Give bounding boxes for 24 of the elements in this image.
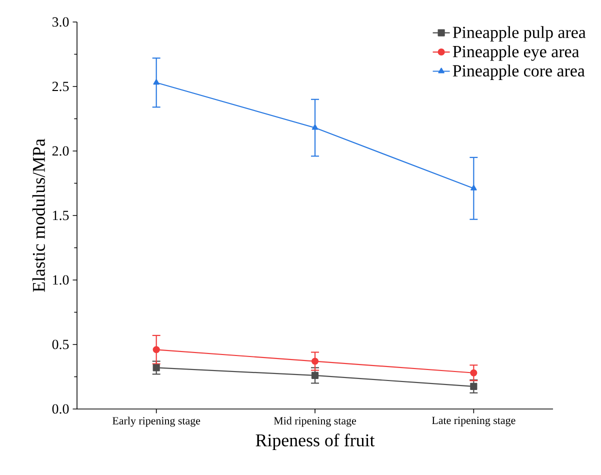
point — [470, 369, 478, 376]
point — [153, 79, 160, 85]
point — [152, 364, 160, 372]
y-tick-label: 2.5 — [52, 82, 69, 92]
legend-label: Pineapple eye area — [452, 45, 580, 61]
x-tick-label: Early ripening stage — [112, 416, 200, 427]
x-tick-label: Mid ripening stage — [274, 416, 356, 427]
y-tick-label: 0.0 — [52, 404, 69, 414]
legend-label: Pineapple core area — [452, 64, 585, 80]
y-tick-label: 1.0 — [53, 275, 69, 285]
y-tick-label: 2.0 — [52, 146, 69, 156]
y-tick-label: 1.5 — [53, 210, 69, 220]
point — [470, 382, 478, 390]
point — [311, 372, 319, 379]
y-axis-title: Elastic modulus/MPa — [32, 138, 45, 292]
x-tick-label: Late ripening stage — [432, 416, 516, 426]
y-tick-label: 0.5 — [52, 340, 69, 350]
y-tick-label: 3.0 — [52, 17, 69, 27]
point — [311, 358, 319, 365]
x-axis-title: Ripeness of fruit — [256, 434, 375, 450]
point — [152, 346, 160, 354]
legend-label: Pineapple pulp area — [452, 26, 586, 42]
point — [470, 184, 477, 190]
point — [312, 124, 318, 130]
